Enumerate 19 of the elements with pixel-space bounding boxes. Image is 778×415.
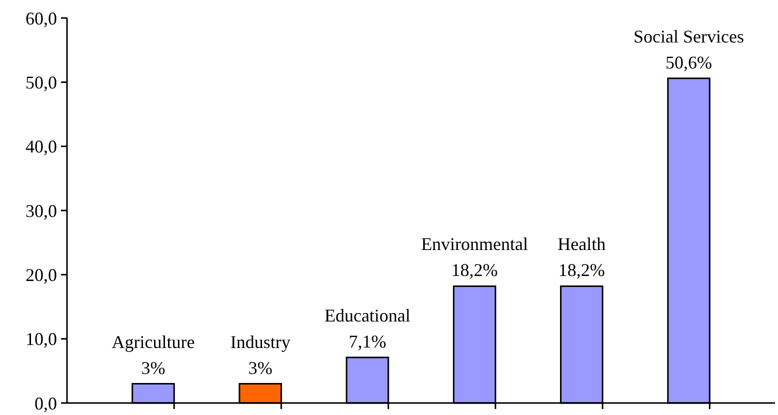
data-label: 3%: [248, 358, 272, 378]
y-tick-label: 20,0: [26, 264, 57, 285]
y-tick-label: 30,0: [26, 200, 57, 221]
data-label: 18,2%: [558, 260, 605, 280]
x-tick-label: Environmental: [421, 234, 528, 254]
y-tick-label: 40,0: [26, 136, 57, 157]
x-tick-label: Health: [558, 234, 606, 254]
x-tick-label: Agriculture: [112, 332, 195, 352]
x-tick-label: Social Services: [634, 26, 744, 46]
y-tick-label: 60,0: [26, 8, 57, 28]
x-tick-label: Educational: [324, 305, 410, 326]
data-label: 3%: [141, 358, 166, 378]
y-tick-label: 50,0: [26, 72, 57, 92]
y-tick-label: 0,0: [34, 393, 57, 414]
x-tick-label: Industry: [230, 332, 290, 352]
data-label: 50,6%: [666, 52, 712, 72]
data-label: 7,1%: [348, 331, 386, 352]
data-label: 18,2%: [451, 260, 498, 280]
y-tick-label: 10,0: [26, 329, 57, 350]
